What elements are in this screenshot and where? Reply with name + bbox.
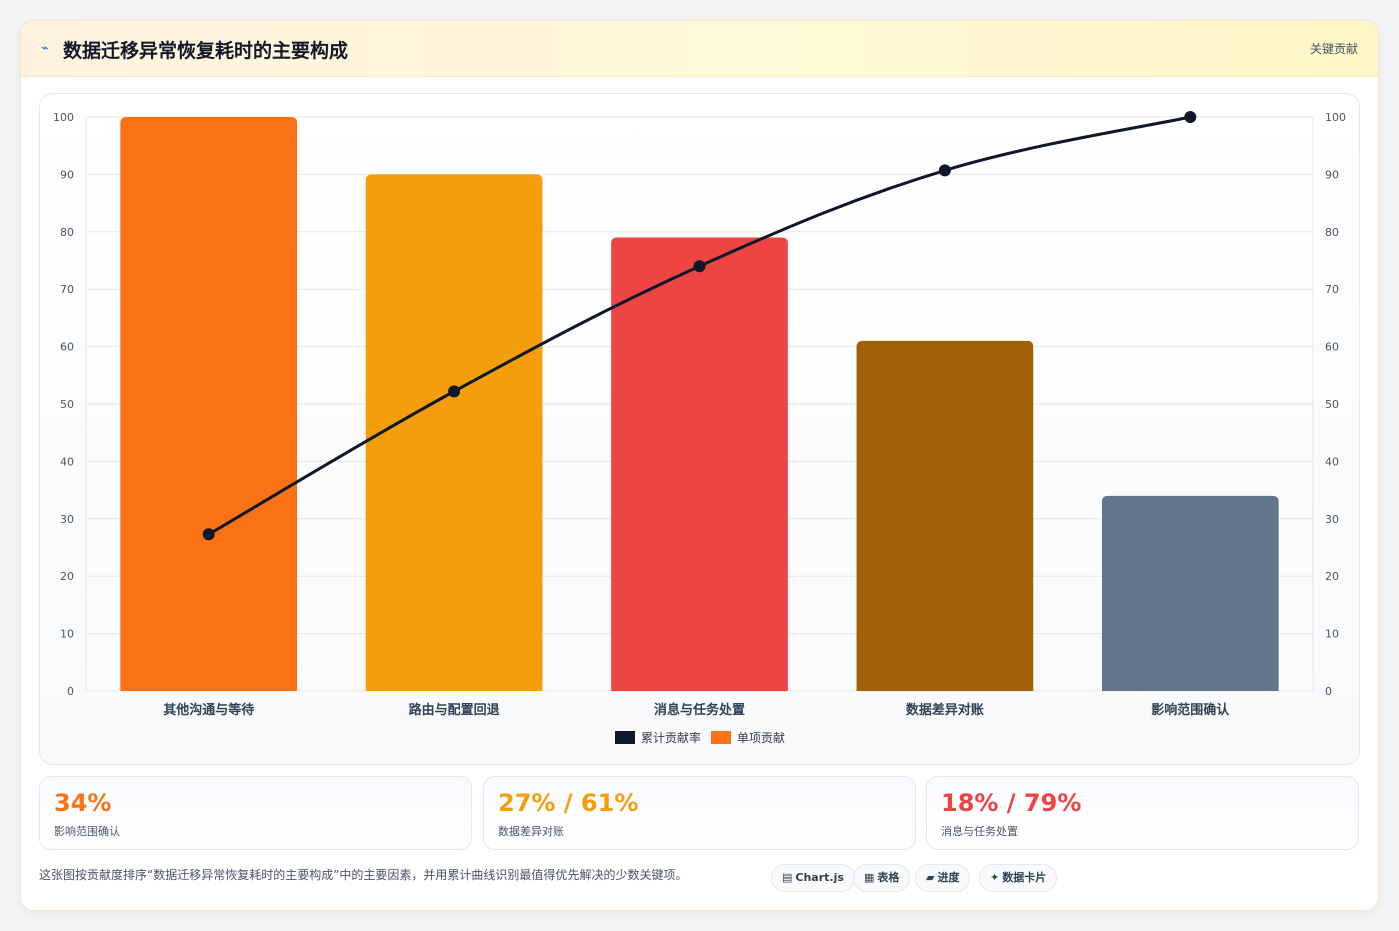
kpi-value: 27% / 61% [498,789,639,817]
chip-label: 进度 [937,871,960,884]
y-tick-label: 30 [60,513,74,526]
y2-tick-label: 20 [1325,570,1339,583]
y-tick-label: 20 [60,570,74,583]
chart-panel: 0 0 10 10 20 20 30 30 40 40 50 50 60 60 70 70 80 80 90 90 10… [39,93,1360,765]
x-tick-label: 影响范围确认 [1151,702,1230,718]
x-tick-label: 其他沟通与等待 [163,702,254,718]
legend-swatch [615,731,635,744]
progress-icon: ▰ [926,871,935,884]
chip-label: 表格 [877,871,900,884]
y-tick-label: 100 [53,111,74,124]
x-tick-label: 路由与配置回退 [409,702,500,718]
y2-tick-label: 100 [1325,111,1346,124]
kpi-value: 18% / 79% [941,789,1082,817]
sparkle-icon: ✦ [990,871,1000,884]
x-tick-label: 消息与任务处置 [654,702,745,718]
y-tick-label: 40 [60,455,74,468]
y-tick-label: 70 [60,283,74,296]
y2-tick-label: 0 [1325,685,1332,698]
y2-tick-label: 90 [1325,168,1339,181]
chip-progress[interactable]: ▰ 进度 [915,864,971,892]
lightning-icon: ⌁ [41,41,49,56]
y2-tick-label: 50 [1325,398,1339,411]
bar [1101,495,1279,691]
bar [856,340,1034,691]
kpi-label: 消息与任务处置 [941,825,1018,838]
y2-tick-label: 70 [1325,283,1339,296]
cumulative-point [693,260,706,273]
chart-icon: ▤ [782,871,793,884]
header-tag: 关键贡献 [1309,42,1358,56]
y-tick-label: 10 [60,628,74,641]
y2-tick-label: 30 [1325,513,1339,526]
cumulative-point [938,164,951,177]
chip-table[interactable]: ▦ 表格 [853,864,911,892]
y2-tick-label: 60 [1325,341,1339,354]
footer-note: 这张图按贡献度排序“数据迁移异常恢复耗时的主要构成”中的主要因素，并用累计曲线识… [39,868,688,882]
y-tick-label: 50 [60,398,74,411]
kpi-value: 34% [54,789,112,817]
bar [611,237,788,692]
kpi-card-2: 27% / 61% 数据差异对账 [483,776,916,850]
cumulative-point [202,528,215,541]
kpi-label: 影响范围确认 [54,825,120,838]
kpi-card-3: 18% / 79% 消息与任务处置 [926,776,1359,850]
legend-label: 单项贡献 [737,730,785,745]
x-tick-label: 数据差异对账 [906,702,984,718]
chip-label: 数据卡片 [1002,871,1047,884]
card-header: ⌁ 数据迁移异常恢复耗时的主要构成 关键贡献 [21,21,1378,77]
pareto-chart: 0 0 10 10 20 20 30 30 40 40 50 50 60 60 70 70 80 80 90 90 10… [53,111,1346,745]
y-tick-label: 80 [60,226,74,239]
card-title: 数据迁移异常恢复耗时的主要构成 [63,40,349,62]
legend-swatch [711,731,731,744]
y-tick-label: 90 [60,168,74,181]
kpi-card-1: 34% 影响范围确认 [39,776,472,850]
kpi-label: 数据差异对账 [498,825,564,838]
y2-tick-label: 40 [1325,455,1339,468]
y-tick-label: 0 [67,685,74,698]
bar [365,174,543,691]
chip-label: Chart.js [795,871,844,884]
y2-tick-label: 10 [1325,628,1339,641]
cumulative-point [448,385,461,398]
table-icon: ▦ [864,871,875,884]
y2-tick-label: 80 [1325,226,1339,239]
y-tick-label: 60 [60,341,74,354]
legend-label: 累计贡献率 [641,730,701,745]
main-card: ⌁ 数据迁移异常恢复耗时的主要构成 关键贡献 0 0 10 10 20 20 30 30 40 4… [20,20,1379,911]
chip-chartjs[interactable]: ▤ Chart.js [771,864,855,892]
bar [120,117,298,691]
cumulative-point [1184,111,1197,123]
chip-datacard[interactable]: ✦ 数据卡片 [979,864,1058,892]
